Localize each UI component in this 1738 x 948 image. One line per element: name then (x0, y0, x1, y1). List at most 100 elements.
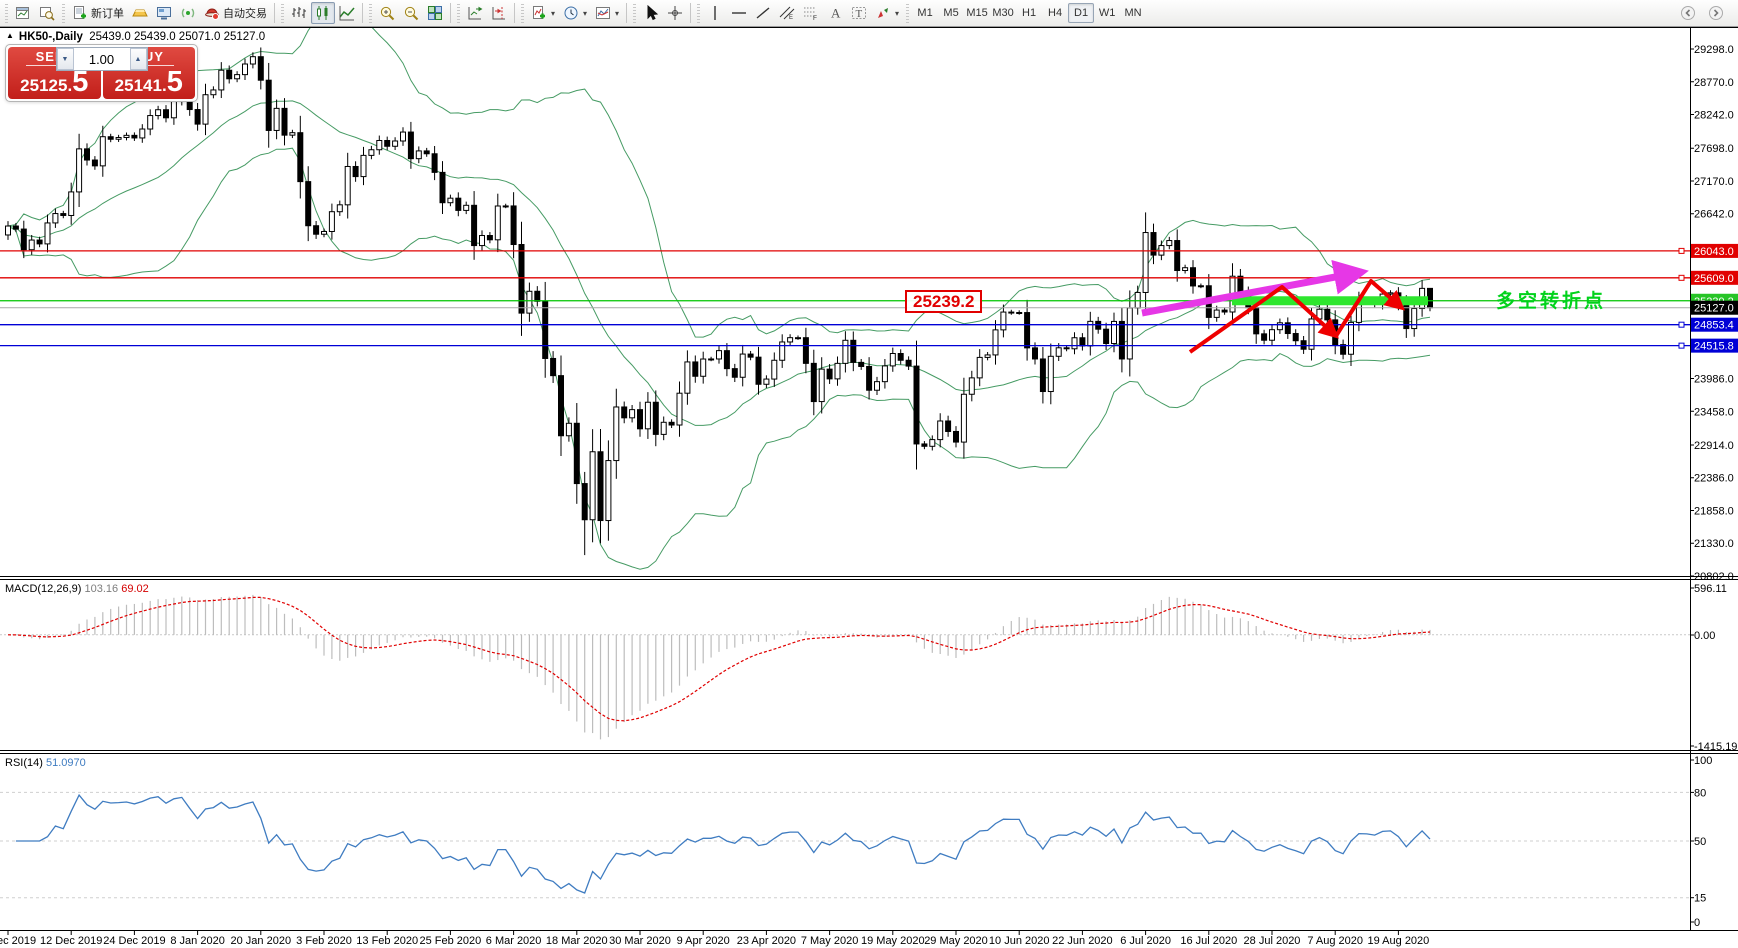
text-button[interactable]: A (823, 2, 847, 24)
price-line-tag-label: 25127.0 (1694, 303, 1734, 315)
bars-chart-icon (291, 5, 307, 21)
hline-endpoint-marker[interactable] (1678, 321, 1685, 328)
toolbar-drag-handle[interactable] (368, 3, 373, 23)
tile-windows-button[interactable] (423, 2, 447, 24)
toolbar-drag-handle[interactable] (632, 3, 638, 23)
volume-value[interactable]: 1.00 (88, 51, 115, 67)
candles-chart-button[interactable] (311, 2, 335, 24)
scroll-right-button[interactable] (1704, 2, 1728, 24)
symbol-period-label: HK50-,Daily (18, 31, 83, 43)
vline-button[interactable] (703, 2, 727, 24)
red-zigzag-arrow-2[interactable] (1334, 279, 1406, 338)
trendline-button[interactable] (751, 2, 775, 24)
date-tick-label: 19 Aug 2020 (1368, 935, 1430, 947)
rsi-tick-label: 50 (1694, 836, 1706, 848)
toolbar-drag-handle[interactable] (520, 3, 525, 23)
rsi-tick-label: 15 (1694, 893, 1706, 905)
bars-chart-button[interactable] (287, 2, 311, 24)
gold-icon (132, 5, 148, 21)
periods-icon (563, 5, 579, 21)
volume-decrease-button[interactable]: ▼ (56, 48, 74, 70)
new-chart-button[interactable] (11, 2, 35, 24)
templates-icon (595, 5, 611, 21)
text-icon: A (827, 5, 843, 21)
cursor-button[interactable] (639, 2, 663, 24)
autotrade-icon (204, 5, 220, 21)
crosshair-button[interactable] (663, 2, 687, 24)
macd-label: MACD(12,26,9) 103.16 69.02 (5, 583, 149, 595)
timeframe-m1-button[interactable]: M1 (917, 7, 933, 19)
annotation-text[interactable]: 多空转折点 (1496, 291, 1607, 312)
macd-tick-label: -1415.19 (1694, 741, 1737, 753)
channel-button[interactable]: E (775, 2, 799, 24)
arrows-button[interactable]: ▾ (871, 2, 903, 24)
trendline-icon (755, 5, 771, 21)
chevron-down-icon[interactable]: ▾ (615, 8, 620, 18)
scroll-left-button[interactable] (1676, 2, 1700, 24)
chevron-down-icon[interactable]: ▾ (551, 8, 556, 18)
zoom-in-button[interactable] (375, 2, 399, 24)
toolbar-drag-handle[interactable] (456, 3, 461, 23)
collapse-panel-icon[interactable]: ▲ (6, 31, 14, 40)
timeframe-m30-button[interactable]: M30 (992, 7, 1014, 19)
green-highlight-band[interactable] (1232, 296, 1428, 306)
indicators-icon (531, 5, 547, 21)
scroll-right-icon (1708, 5, 1724, 21)
red-zigzag-arrow-1[interactable] (1188, 285, 1339, 354)
date-tick-label: 9 Apr 2020 (677, 935, 730, 947)
timeframe-d1-button[interactable]: D1 (1068, 3, 1095, 23)
profiles-button[interactable] (35, 2, 59, 24)
zoom-out-button[interactable] (399, 2, 423, 24)
svg-text:E: E (789, 15, 793, 21)
volume-increase-button[interactable]: ▲ (129, 48, 147, 70)
price-axis[interactable]: 29298.0 28770.0 28242.0 27698.0 27170.0 26642… (1690, 44, 1738, 929)
templates-button[interactable]: ▾ (591, 2, 623, 24)
autotrade-button[interactable]: 自动交易 (200, 2, 271, 24)
new-order-button[interactable]: 新订单 (68, 2, 128, 24)
magenta-trend-arrow[interactable] (1141, 259, 1369, 317)
fibo-button[interactable]: F (799, 2, 823, 24)
hline-button[interactable] (727, 2, 751, 24)
text-label-icon: T (851, 5, 867, 21)
zoom-in-icon (379, 5, 395, 21)
hline-endpoint-marker[interactable] (1678, 247, 1685, 254)
price-tick-label: 22386.0 (1694, 473, 1734, 485)
timeframe-w1-button[interactable]: W1 (1098, 7, 1116, 19)
arrows-icon (875, 5, 891, 21)
periods-button[interactable]: ▾ (559, 2, 591, 24)
text-label-button[interactable]: T (847, 2, 871, 24)
signal-icon (180, 5, 196, 21)
toolbar-drag-handle[interactable] (4, 3, 9, 23)
chart-shift-button[interactable] (487, 2, 511, 24)
date-tick-label: 6 Jul 2020 (1120, 935, 1171, 947)
chevron-down-icon[interactable]: ▾ (583, 8, 588, 18)
timeframe-m5-button[interactable]: M5 (943, 7, 959, 19)
hline-endpoint-marker[interactable] (1678, 274, 1685, 281)
auto-scroll-button[interactable] (463, 2, 487, 24)
signal-button[interactable] (176, 2, 200, 24)
timeframe-h4-button[interactable]: H4 (1048, 7, 1063, 19)
chart-shift-icon (491, 5, 507, 21)
terminal-button[interactable] (152, 2, 176, 24)
timeframe-h1-button[interactable]: H1 (1022, 7, 1037, 19)
timeframe-m15-button[interactable]: M15 (966, 7, 988, 19)
date-tick-label: 20 Jan 2020 (231, 935, 292, 947)
main-chart-panel (0, 28, 1690, 570)
new-chart-icon (15, 5, 31, 21)
main-toolbar: 新订单 自动交易 ▾ ▾ ▾ E F A T ▾ M1 M5 M15 M30 H1 H4 D1 W1 MN (0, 0, 1738, 27)
price-tick-label: 29298.0 (1694, 44, 1734, 56)
toolbar-drag-handle[interactable] (280, 3, 285, 23)
svg-text:T: T (856, 8, 863, 20)
chevron-down-icon[interactable]: ▾ (895, 8, 900, 18)
timeframe-mn-button[interactable]: MN (1124, 7, 1142, 19)
indicators-button[interactable]: ▾ (527, 2, 559, 24)
ohlc-close: 25127.0 (223, 31, 266, 43)
toolbar-drag-handle[interactable] (696, 3, 702, 23)
gold-button[interactable] (128, 2, 152, 24)
hline-endpoint-marker[interactable] (1678, 342, 1685, 349)
toolbar-drag-handle[interactable] (61, 3, 66, 23)
line-chart-button[interactable] (335, 2, 359, 24)
price-callout-label[interactable]: 25239.2 (905, 290, 983, 313)
date-tick-label: 19 May 2020 (861, 935, 925, 947)
